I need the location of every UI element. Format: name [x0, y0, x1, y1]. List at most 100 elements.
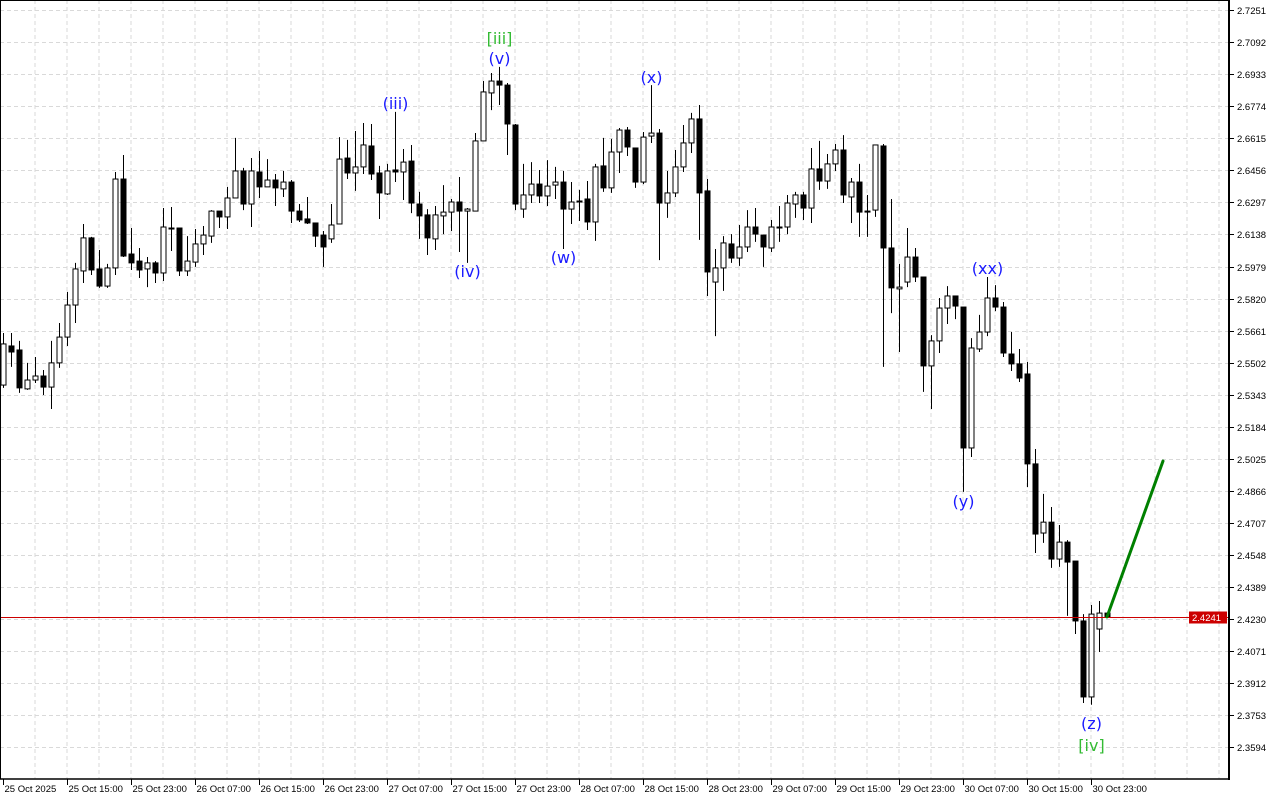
candle	[864, 194, 871, 237]
candle	[944, 286, 951, 324]
candle	[136, 247, 143, 279]
candle-body-bull	[400, 161, 407, 173]
candle-body-bull	[824, 163, 831, 182]
price-tick-label: 2.6774	[1237, 102, 1266, 113]
wave-label: (iv)	[454, 262, 480, 281]
candle	[688, 112, 695, 154]
candle-body-bull	[736, 246, 743, 259]
candle-body-bear	[1016, 363, 1023, 379]
candle-body-bear	[496, 80, 503, 86]
candle	[648, 85, 655, 143]
time-tick-label: 28 Oct 07:00	[581, 784, 635, 795]
candle-body-bear	[288, 181, 295, 212]
candle	[656, 129, 663, 261]
candle	[720, 236, 727, 291]
candle	[480, 81, 487, 142]
candle-body-bear	[88, 237, 95, 271]
candle-body-bear	[320, 234, 327, 248]
candle-body-bear	[40, 375, 47, 388]
candle	[904, 228, 911, 288]
candle	[552, 166, 559, 199]
candle-body-bull	[680, 142, 687, 168]
candle-body-bull	[592, 166, 599, 223]
candle-body-bull	[568, 201, 575, 210]
candle-body-bull	[1088, 613, 1095, 698]
candle	[848, 178, 855, 223]
candle-body-bear	[1080, 620, 1087, 698]
candle-body-bull	[480, 91, 487, 142]
candle-body-bull	[200, 234, 207, 245]
candle-body-bear	[704, 190, 711, 273]
price-tick-label: 2.4230	[1237, 615, 1266, 626]
candle-body-bull	[280, 181, 287, 190]
candle-body-bull	[720, 242, 727, 269]
candle	[1088, 605, 1095, 705]
candle-body-bull	[112, 178, 119, 269]
candle	[336, 137, 343, 225]
candle	[360, 122, 367, 174]
time-tick-label: 27 Oct 15:00	[453, 784, 507, 795]
candle	[112, 171, 119, 275]
candle	[896, 263, 903, 353]
time-tick-label: 26 Oct 15:00	[261, 784, 315, 795]
candle	[432, 206, 439, 250]
time-tick-label: 29 Oct 15:00	[837, 784, 891, 795]
candle	[280, 170, 287, 197]
candle-body-bull	[72, 268, 79, 306]
candle	[608, 138, 615, 193]
candle	[384, 163, 391, 195]
candle	[736, 224, 743, 266]
candle-body-bear	[1008, 353, 1015, 365]
candle	[376, 165, 383, 219]
candle-body-bull	[0, 343, 7, 386]
candle-body-bear	[840, 149, 847, 196]
candle	[240, 167, 247, 211]
candle	[224, 186, 231, 230]
candle	[320, 231, 327, 267]
candle-body-bull	[248, 170, 255, 205]
candle-body-bull	[616, 129, 623, 153]
candle	[472, 133, 479, 212]
candle-body-bear	[176, 227, 183, 272]
price-tick-label: 2.6456	[1237, 166, 1266, 177]
candle-body-bear	[888, 247, 895, 289]
time-tick-label: 28 Oct 23:00	[709, 784, 763, 795]
candles	[0, 66, 1111, 705]
candle	[528, 162, 535, 204]
candle-body-bull	[648, 132, 655, 137]
candle-body-bull	[936, 307, 943, 342]
candle-body-bear	[16, 349, 23, 389]
price-tick-label: 2.3753	[1237, 711, 1266, 722]
time-tick-label: 30 Oct 07:00	[965, 784, 1019, 795]
price-tick-label: 2.5025	[1237, 455, 1266, 466]
candle-body-bear	[992, 297, 999, 308]
candle	[160, 208, 167, 282]
price-tick-label: 2.3594	[1237, 743, 1266, 754]
candle	[32, 357, 39, 384]
candle	[120, 155, 127, 258]
candle-body-bear	[600, 165, 607, 189]
candle	[592, 163, 599, 241]
candle-body-bull	[232, 170, 239, 199]
price-tick-label: 2.5502	[1237, 359, 1266, 370]
candle	[464, 208, 471, 263]
candle	[40, 369, 47, 395]
candle	[728, 234, 735, 263]
candle-body-bull	[792, 194, 799, 205]
candle	[768, 219, 775, 253]
candle-body-bull	[520, 194, 527, 210]
candle	[712, 248, 719, 337]
candle-body-bull	[768, 226, 775, 249]
candle	[248, 158, 255, 228]
candle-body-bear	[152, 262, 159, 274]
candle	[520, 163, 527, 218]
candle	[200, 225, 207, 256]
candle-body-bear	[752, 226, 759, 235]
wave-label: [iv]	[1078, 736, 1104, 755]
candle	[888, 198, 895, 314]
candle	[872, 144, 879, 217]
candle-body-bull	[384, 170, 391, 195]
candle-body-bull	[808, 168, 815, 209]
candle-body-bear	[1032, 463, 1039, 535]
